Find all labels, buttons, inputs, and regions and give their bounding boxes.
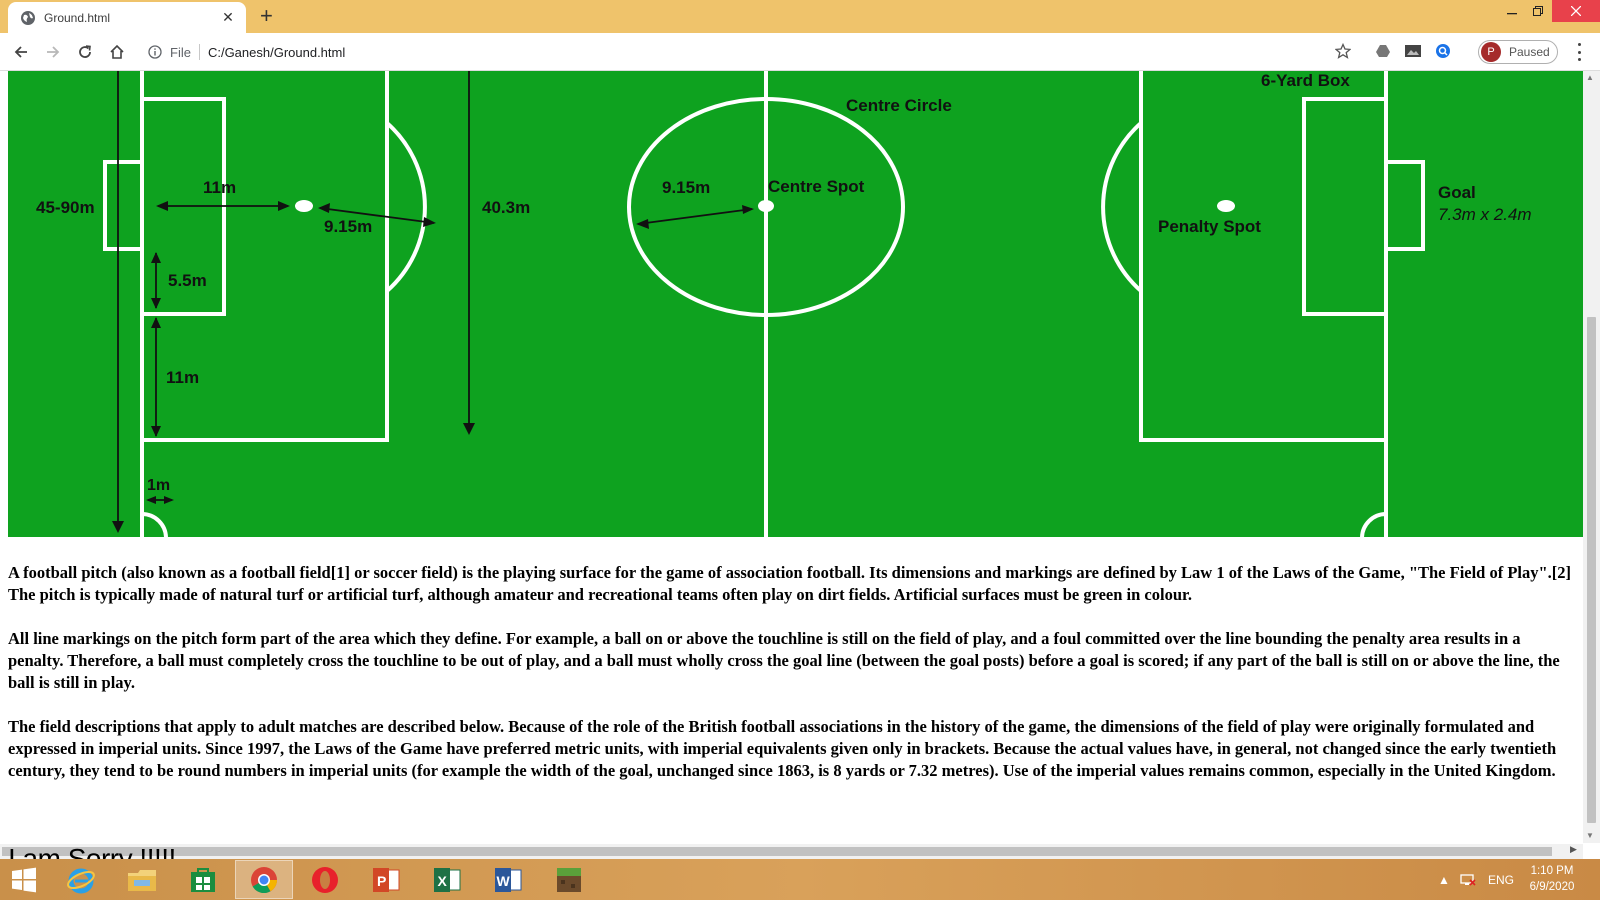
vertical-scrollbar[interactable]: ▲ ▼ [1583,71,1600,843]
image-extension-icon[interactable] [1404,42,1422,60]
sorry-heading: I am Sorry !!!!! [8,843,176,859]
label-55m: 5.5m [168,271,207,290]
right-penalty-spot [1217,200,1235,212]
vertical-scroll-thumb[interactable] [1587,317,1596,823]
pitch-diagram: 6-Yard Box Centre Circle Centre Spot Pen… [8,71,1583,541]
dimension-arrows [112,71,754,533]
scroll-right-icon[interactable]: ▶ [1570,844,1577,854]
horizontal-scroll-thumb[interactable] [2,847,1552,856]
scroll-up-icon[interactable]: ▲ [1586,73,1594,82]
arrow-915-centre [637,208,753,225]
clock-time: 1:10 PM [1530,865,1574,877]
page-viewport: 6-Yard Box Centre Circle Centre Spot Pen… [0,71,1600,859]
new-tab-button[interactable]: + [260,3,273,28]
article-paragraph-3: The field descriptions that apply to adu… [8,717,1557,780]
tray-chevron-icon[interactable]: ▲ [1438,872,1450,887]
horizontal-scrollbar[interactable]: ▶ [0,844,1583,859]
article-paragraph-2: All line markings on the pitch form part… [8,629,1560,692]
avatar: P [1481,42,1501,62]
left-goal [103,160,144,251]
svg-text:W: W [497,873,511,889]
label-penalty-spot: Penalty Spot [1158,217,1261,236]
opera-icon[interactable] [296,860,354,899]
left-corner-arc [141,512,168,539]
svg-text:X: X [438,873,448,889]
close-tab-icon[interactable]: ✕ [222,9,234,25]
svg-text:P: P [377,873,386,889]
omnibox-divider [198,44,200,60]
profile-button[interactable]: P Paused [1478,40,1558,64]
restore-icon[interactable] [1516,0,1560,22]
forward-icon[interactable] [42,41,64,63]
article-body: A football pitch (also known as a footba… [8,562,1576,804]
right-corner-arc [1360,512,1387,539]
label-11m-top: 11m [203,178,236,197]
drive-icon[interactable] [1374,42,1392,60]
article-paragraph-1: A football pitch (also known as a footba… [8,563,1572,604]
excel-icon[interactable]: X [418,860,476,899]
reload-icon[interactable] [74,41,96,63]
info-icon[interactable] [148,45,162,59]
pitch-lines [103,71,1425,541]
right-penalty-box [1139,71,1386,442]
chrome-icon[interactable] [235,860,293,899]
label-915-left: 9.15m [324,217,372,236]
left-penalty-box [142,71,389,442]
scroll-down-icon[interactable]: ▼ [1586,831,1594,840]
label-6-yard-box: 6-Yard Box [1261,71,1350,90]
label-goal-size: 7.3m x 2.4m [1438,205,1532,224]
left-penalty-arc [385,121,427,293]
right-penalty-arc [1101,121,1143,293]
search-extension-icon[interactable] [1434,42,1452,60]
word-icon[interactable]: W [479,860,537,899]
start-icon[interactable] [0,860,48,899]
file-explorer-icon[interactable] [113,860,171,899]
pitch-svg: 6-Yard Box Centre Circle Centre Spot Pen… [8,71,1583,541]
globe-icon [21,10,35,25]
centre-circle [627,97,905,317]
label-width-range: 45-90m [36,198,95,217]
label-1m: 1m [147,477,170,494]
tab-title: Ground.html [44,10,111,25]
back-icon[interactable] [10,41,32,63]
label-11m-side: 11m [166,368,199,387]
close-window-icon[interactable] [1552,0,1600,22]
centre-spot [758,200,774,212]
windows-taskbar: P X W ▲ ENG 1:10 PM 6/9/2020 [0,859,1600,900]
powerpoint-icon[interactable]: P [357,860,415,899]
store-icon[interactable] [174,860,232,899]
clock-date: 6/9/2020 [1529,881,1575,893]
label-403m: 40.3m [482,198,530,217]
browser-toolbar: File C:/Ganesh/Ground.html P Paused [0,33,1600,71]
tab-ground-html[interactable]: Ground.html ✕ [8,2,246,33]
label-goal: Goal [1438,183,1476,202]
label-centre-spot: Centre Spot [768,177,865,196]
tab-strip: Ground.html ✕ + [0,0,1600,33]
profile-status: Paused [1509,45,1550,59]
address-bar[interactable]: File C:/Ganesh/Ground.html [148,39,1348,65]
label-915-centre: 9.15m [662,178,710,197]
pitch-labels: 6-Yard Box Centre Circle Centre Spot Pen… [36,71,1532,494]
right-goal [1384,160,1425,251]
internet-explorer-icon[interactable] [52,860,110,899]
language-indicator[interactable]: ENG [1488,872,1515,887]
menu-kebab-icon[interactable] [1572,43,1586,61]
left-penalty-spot [295,200,313,212]
system-clock[interactable]: 1:10 PM 6/9/2020 [1516,863,1588,895]
minecraft-icon[interactable] [540,860,598,899]
home-icon[interactable] [106,41,128,63]
pitch-field [8,71,1583,537]
url-text[interactable]: C:/Ganesh/Ground.html [207,44,346,60]
arrow-915-left [319,207,435,224]
bookmark-star-icon[interactable] [1334,42,1352,60]
minimize-icon[interactable] [1490,0,1534,22]
scheme-label: File [170,44,191,60]
network-icon[interactable] [1460,859,1476,900]
label-centre-circle: Centre Circle [846,96,952,115]
